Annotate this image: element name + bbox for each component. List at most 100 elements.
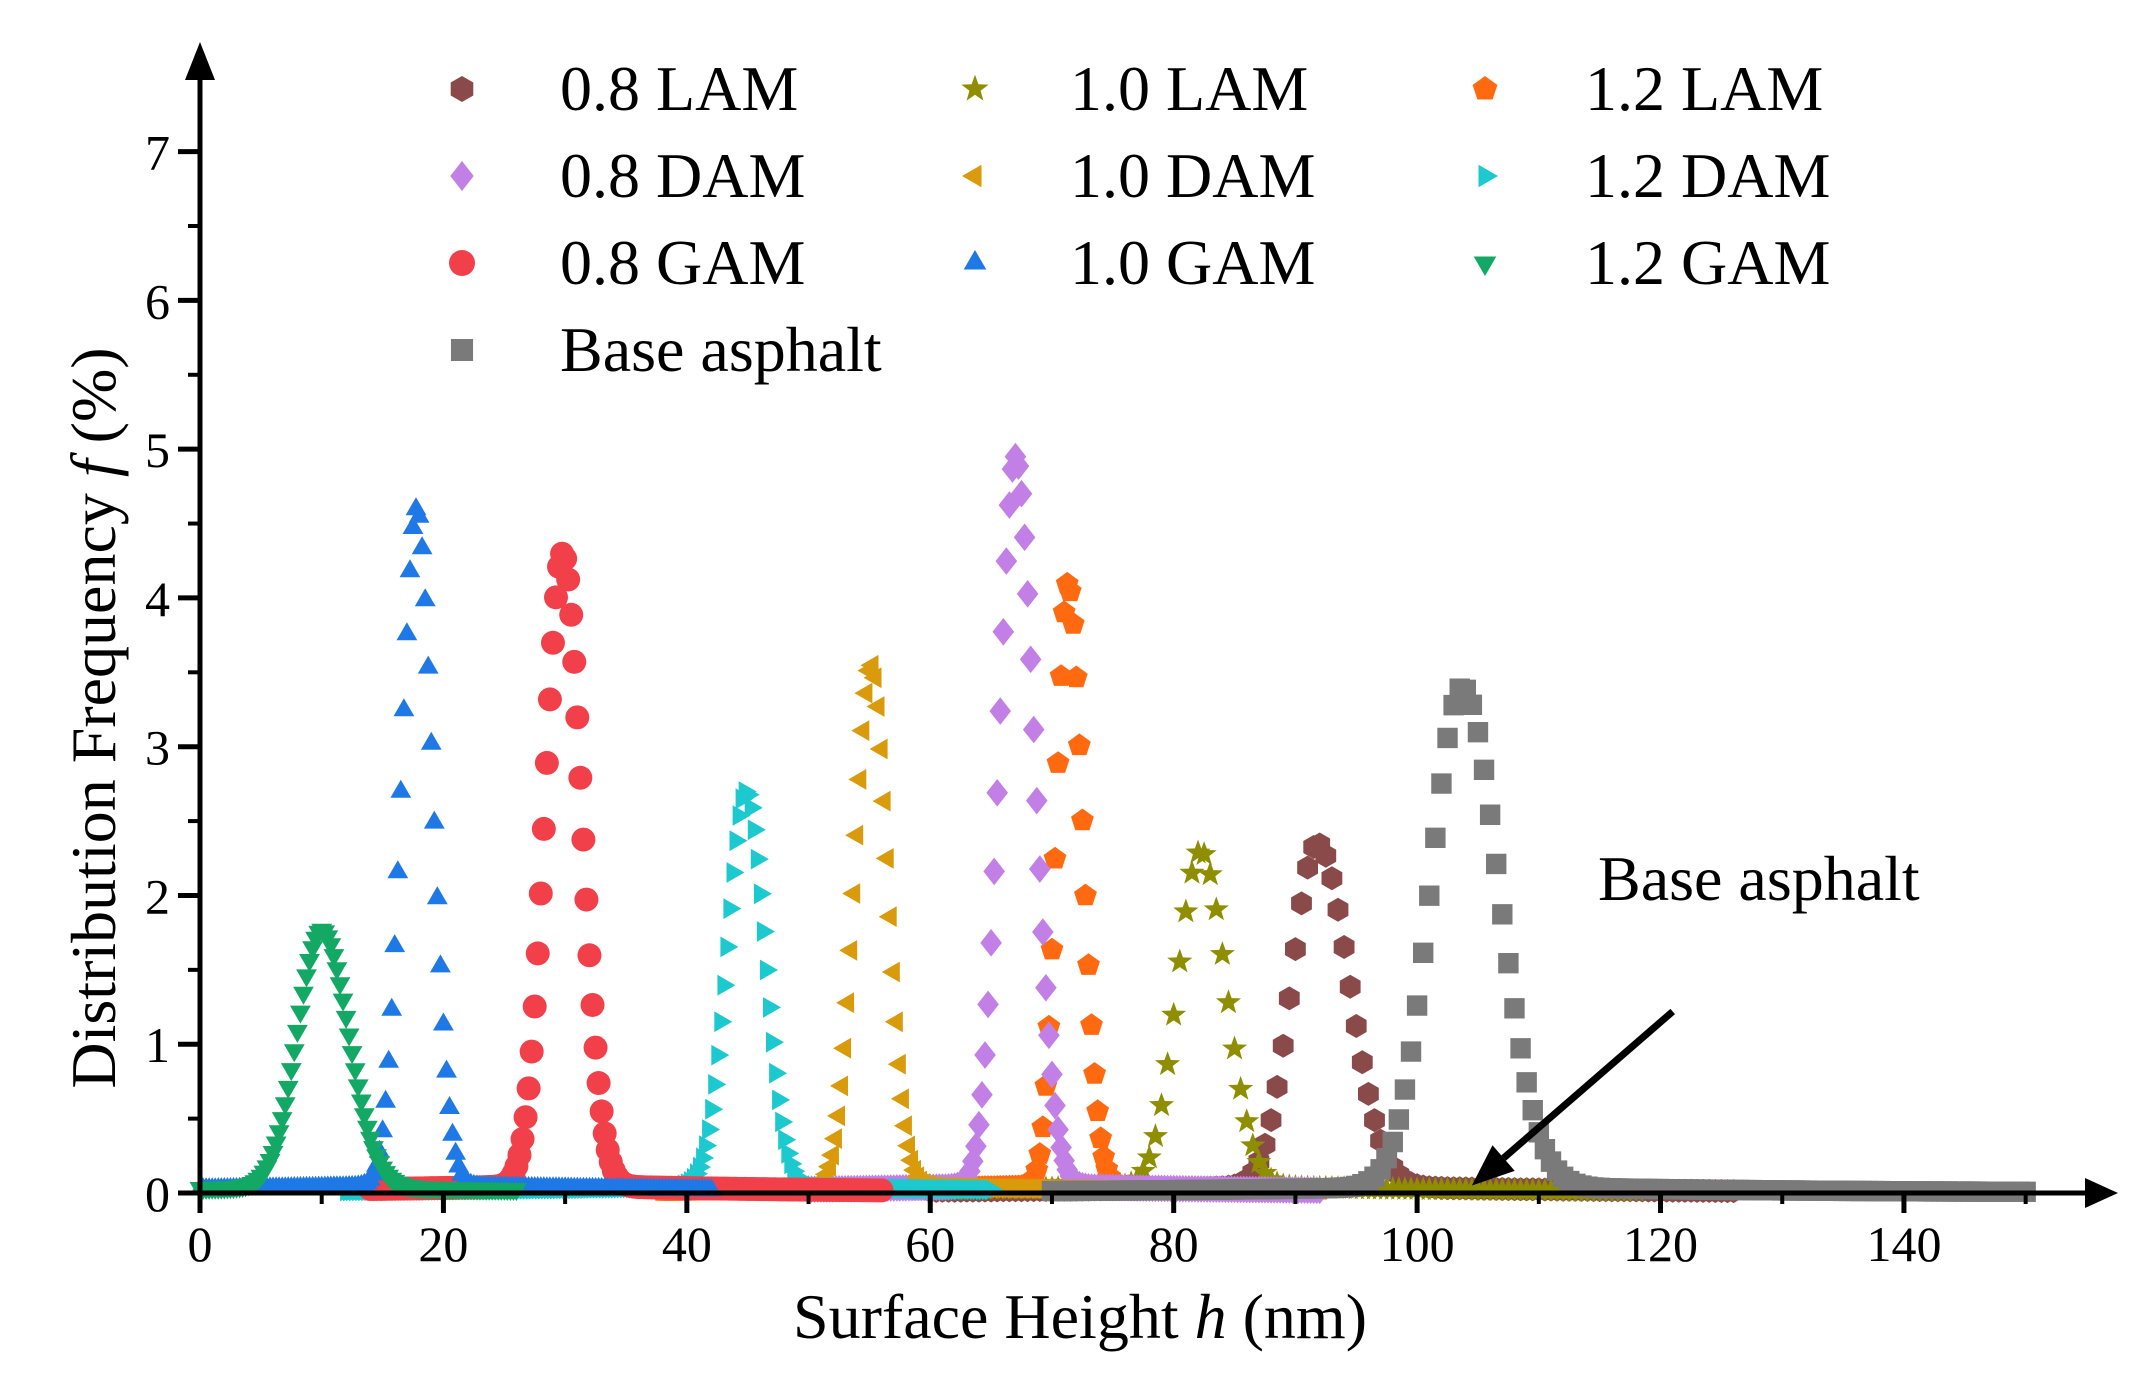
data-point [320, 938, 342, 957]
legend-label: 1.2 LAM [1585, 53, 1823, 124]
data-point [1136, 1144, 1162, 1169]
y-axis-title: Distribution Frequency f (%) [58, 347, 129, 1088]
data-point [344, 1063, 366, 1082]
data-point [326, 962, 348, 981]
data-point [1215, 989, 1241, 1014]
legend-marker [449, 250, 475, 276]
x-axis-arrow [2085, 1178, 2118, 1208]
data-point [842, 883, 861, 904]
data-point [983, 857, 1005, 886]
annotation-label: Base asphalt [1598, 843, 1920, 914]
data-point [1339, 974, 1361, 999]
data-point [350, 1094, 372, 1113]
data-point [525, 941, 550, 966]
data-point [347, 1079, 369, 1098]
legend-marker [450, 161, 474, 191]
y-tick-label: 1 [145, 1017, 170, 1073]
data-point [875, 848, 894, 869]
data-point [556, 567, 581, 592]
data-point [720, 936, 739, 958]
legend: 0.8 LAM 1.0 LAM 1.2 LAM 0.8 DAM 1.0 DAM 1.2 D… [449, 53, 1830, 385]
data-point [1047, 1115, 1069, 1144]
y-tick-label: 0 [145, 1166, 170, 1222]
data-point [574, 887, 599, 912]
data-point [396, 622, 418, 641]
data-point [1149, 1092, 1175, 1117]
legend-label: 1.0 LAM [1070, 53, 1308, 124]
data-point [836, 992, 855, 1014]
data-point [965, 1132, 987, 1161]
data-point [887, 1053, 906, 1075]
data-point [399, 559, 421, 578]
data-point [869, 1178, 894, 1203]
data-point [540, 630, 565, 655]
data-point [580, 992, 605, 1017]
data-point [839, 940, 858, 961]
series-0-8-dam [797, 442, 1331, 1205]
data-point [1504, 998, 1525, 1019]
data-point [1032, 918, 1054, 946]
data-point [872, 790, 891, 812]
series-1-0-gam [189, 497, 722, 1197]
data-point [1058, 579, 1082, 602]
data-point [357, 1120, 378, 1139]
data-point [729, 830, 748, 852]
data-point [971, 1080, 993, 1109]
data-point [714, 1011, 733, 1033]
data-point [329, 977, 351, 996]
data-point [878, 906, 897, 927]
data-point [775, 1111, 794, 1133]
data-point [1038, 1021, 1060, 1050]
data-point [1025, 786, 1048, 815]
data-point [375, 1089, 396, 1108]
data-point [1498, 952, 1519, 974]
data-point [442, 1122, 463, 1141]
legend-item-1-2-dam: 1.2 DAM [1478, 140, 1830, 211]
data-point [980, 929, 1002, 957]
legend-label: 1.0 GAM [1070, 227, 1315, 298]
x-axis-title-part-3: (nm) [1227, 1281, 1367, 1352]
data-point [1167, 948, 1193, 973]
legend-label: 1.0 DAM [1070, 140, 1315, 211]
data-point [1061, 612, 1085, 634]
data-point [335, 1010, 357, 1029]
data-point [1077, 953, 1100, 975]
data-point [772, 1089, 791, 1111]
data-point [1240, 1132, 1266, 1157]
data-point [423, 810, 445, 829]
annotation-arrow-line [1501, 1008, 1675, 1161]
legend-label: 0.8 LAM [560, 53, 798, 124]
data-point [845, 824, 864, 846]
data-point [274, 1097, 296, 1116]
y-tick-label: 6 [145, 273, 170, 329]
legend-label: 0.8 GAM [560, 227, 805, 298]
data-point [1510, 1038, 1531, 1059]
data-point [753, 883, 772, 905]
x-tick-label: 120 [1623, 1216, 1698, 1272]
legend-marker [1473, 256, 1497, 276]
data-point [756, 921, 775, 942]
legend-label: 1.2 DAM [1585, 140, 1830, 211]
data-point [577, 943, 602, 968]
data-point [708, 1074, 727, 1095]
data-point [589, 1099, 614, 1124]
data-point [860, 654, 879, 676]
data-point [1007, 452, 1030, 480]
data-point [360, 1131, 381, 1150]
data-point [528, 881, 553, 906]
data-point [1086, 1099, 1109, 1121]
legend-item-1-2-gam: 1.2 GAM [1473, 227, 1830, 298]
data-point [1406, 995, 1428, 1016]
legend-marker [961, 74, 989, 101]
legend-marker [963, 250, 987, 270]
x-tick-label: 100 [1380, 1216, 1455, 1272]
legend-marker [1478, 164, 1498, 188]
data-point [1388, 1109, 1410, 1130]
data-point [544, 585, 569, 610]
data-point [562, 649, 587, 674]
x-axis-title: Surface Height h (nm) [793, 1281, 1367, 1352]
data-point [699, 1135, 718, 1156]
data-point [1074, 883, 1097, 906]
y-tick-label: 5 [145, 422, 170, 478]
data-point [1479, 804, 1501, 825]
